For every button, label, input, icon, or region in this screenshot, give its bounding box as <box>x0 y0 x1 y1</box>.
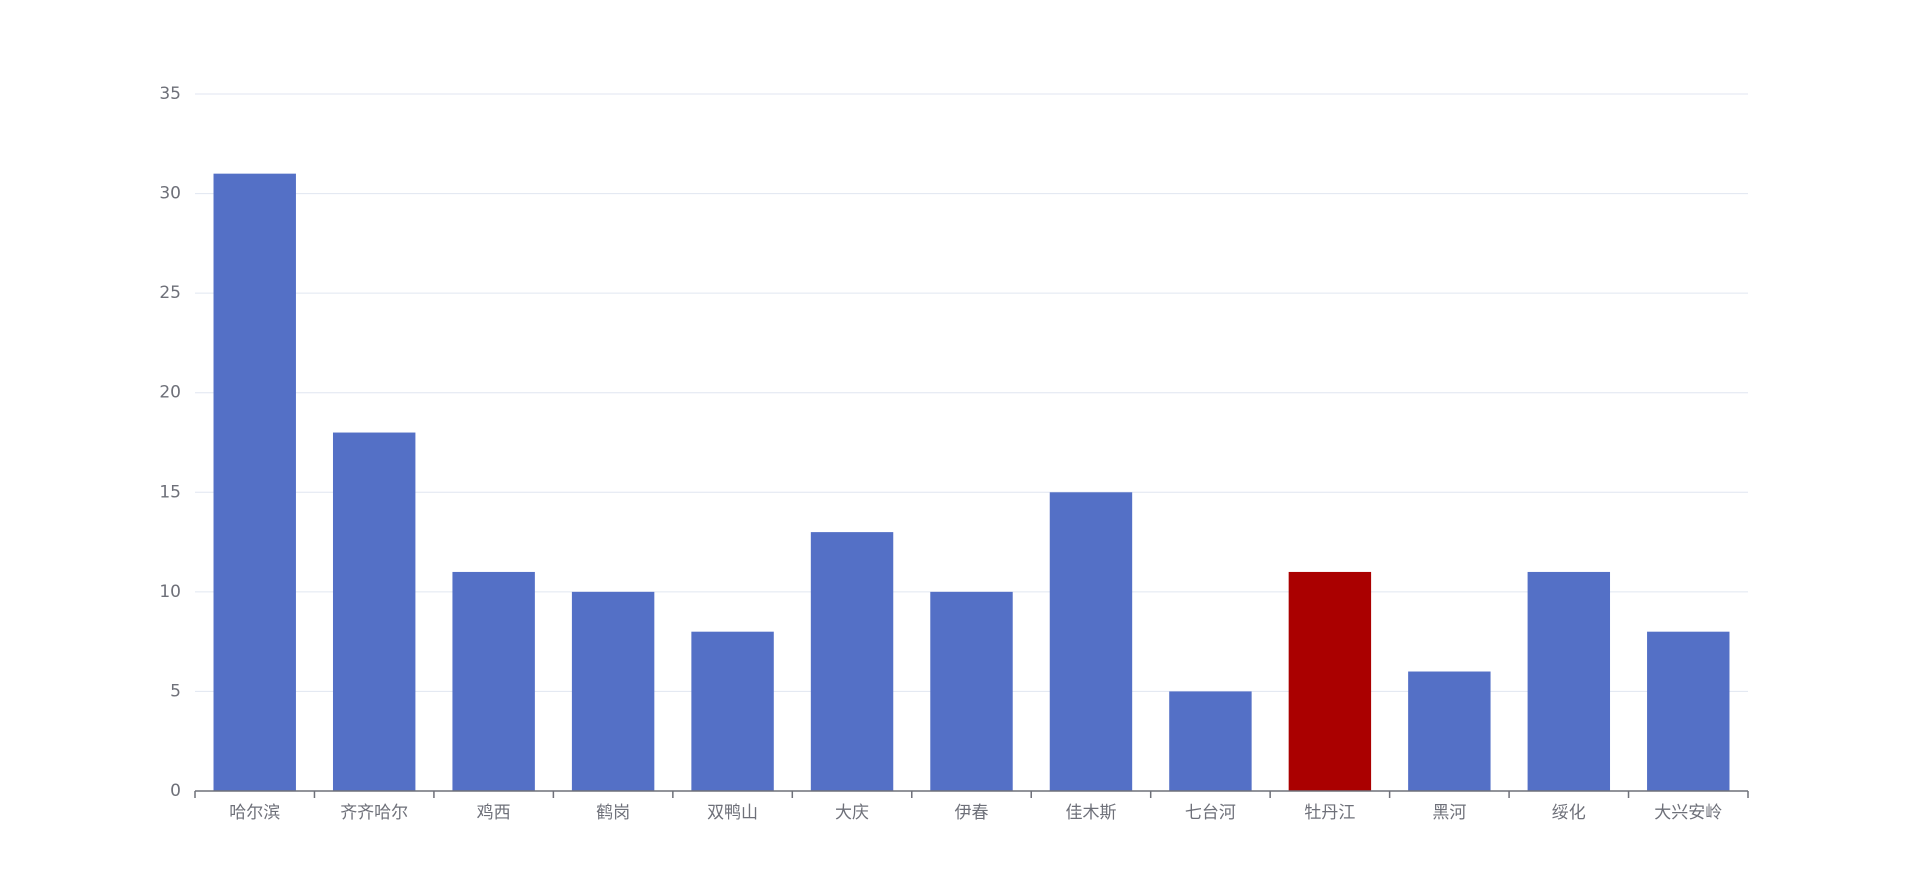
x-axis-tick-labels: 哈尔滨 齐齐哈尔 鸡西 鹤岗 双鸭山 大庆 伊春 佳木斯 七台河 牡丹江 黑河 绥化 大兴安岭 <box>229 803 1722 823</box>
x-tick-label: 大庆 <box>835 803 869 823</box>
x-tick-label: 绥化 <box>1552 803 1586 823</box>
y-tick-label: 35 <box>159 84 181 104</box>
bar-6[interactable] <box>930 591 1013 791</box>
y-axis-tick-labels: 0 5 10 15 20 25 30 35 <box>159 84 181 801</box>
bar-9[interactable] <box>1288 571 1372 791</box>
y-tick-label: 15 <box>159 482 181 502</box>
bar-11[interactable] <box>1527 571 1611 791</box>
bar-10[interactable] <box>1408 671 1491 791</box>
x-tick-label: 大兴安岭 <box>1654 803 1722 823</box>
y-tick-label: 0 <box>170 781 181 801</box>
x-tick-label: 七台河 <box>1185 803 1236 823</box>
y-tick-label: 10 <box>159 582 181 602</box>
x-tick-label: 齐齐哈尔 <box>340 803 408 823</box>
y-tick-label: 5 <box>170 681 181 701</box>
bar-3[interactable] <box>571 591 655 791</box>
y-tick-label: 25 <box>159 283 181 303</box>
x-tick-label: 黑河 <box>1432 803 1466 823</box>
bar-2[interactable] <box>452 571 535 791</box>
x-tick-label: 牡丹江 <box>1304 803 1355 823</box>
x-tick-label: 佳木斯 <box>1065 803 1116 823</box>
bar-7[interactable] <box>1049 492 1133 791</box>
bar-1[interactable] <box>332 432 416 791</box>
bars <box>213 173 1730 791</box>
y-tick-label: 30 <box>159 184 181 204</box>
x-tick-label: 哈尔滨 <box>229 803 280 823</box>
x-tick-label: 鸡西 <box>477 803 511 823</box>
bar-8[interactable] <box>1169 691 1252 791</box>
bar-0[interactable] <box>213 173 296 791</box>
y-tick-label: 20 <box>159 383 181 403</box>
bar-5[interactable] <box>810 532 894 791</box>
bar-4[interactable] <box>691 631 774 791</box>
x-axis <box>194 790 1749 798</box>
bar-12[interactable] <box>1647 631 1730 791</box>
x-tick-label: 双鸭山 <box>707 803 758 823</box>
x-tick-label: 鹤岗 <box>596 803 630 823</box>
x-tick-label: 伊春 <box>955 803 989 823</box>
